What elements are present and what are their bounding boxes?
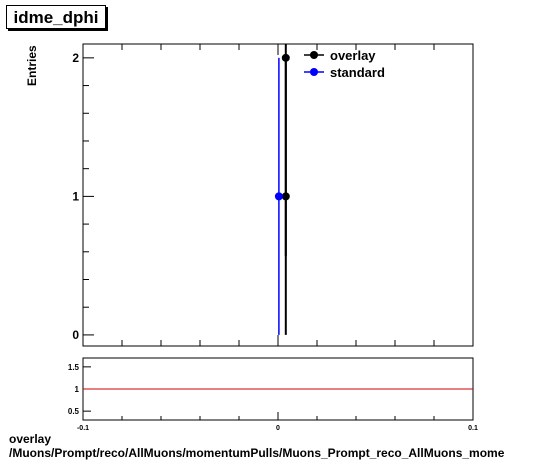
- ratio-x-tick-label: 0.1: [468, 425, 478, 432]
- ratio-y-tick-label: 1: [75, 385, 80, 394]
- ratio-y-tick-label: 0.5: [68, 407, 80, 416]
- legend-marker-overlay: [310, 51, 318, 59]
- main-plot: 0 1 2: [72, 43, 474, 347]
- chart-title: idme_dphi: [6, 5, 106, 29]
- legend: overlay standard: [304, 48, 385, 80]
- legend-label-standard: standard: [330, 65, 385, 80]
- ratio-y-tick-label: 1.5: [68, 363, 80, 372]
- y-tick-label: 1: [72, 189, 79, 203]
- ratio-x-tick-label: -0.1: [77, 425, 89, 432]
- y-tick-label: 0: [72, 328, 79, 342]
- legend-marker-standard: [310, 68, 318, 76]
- data-point-standard: [274, 192, 283, 201]
- legend-label-overlay: overlay: [330, 48, 376, 63]
- footer-path: /Muons/Prompt/reco/AllMuons/momentumPull…: [9, 446, 505, 460]
- footer-label: overlay: [9, 432, 52, 446]
- y-tick-label: 2: [72, 51, 79, 65]
- data-point-overlay: [281, 192, 290, 201]
- chart-area: 0 1 2 0.5 1 1.5 -0.1 0 0.1 overlay standard: [68, 43, 478, 432]
- ratio-x-tick-label: 0: [276, 425, 280, 432]
- ratio-plot: 0.5 1 1.5 -0.1 0 0.1: [68, 357, 478, 432]
